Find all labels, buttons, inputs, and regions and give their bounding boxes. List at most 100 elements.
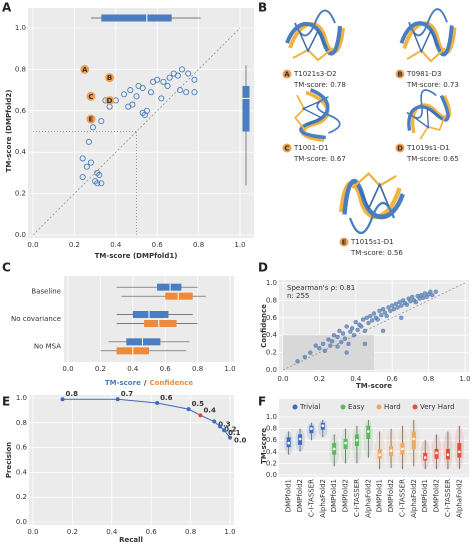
- diagonal: [32, 27, 241, 236]
- plot-background: [28, 8, 254, 238]
- point: [371, 311, 377, 316]
- point: [228, 435, 232, 440]
- box: [144, 320, 177, 327]
- panel-label: D: [258, 261, 268, 275]
- point-label: 0.3: [218, 421, 231, 429]
- x-tick-label: 0.0: [27, 528, 38, 536]
- y-tick-label: 1.0: [266, 279, 277, 287]
- category-label: Baseline: [31, 288, 61, 296]
- category-label: C-I-TASSER: [398, 479, 406, 517]
- point: [344, 350, 349, 355]
- point: [413, 299, 419, 305]
- point: [380, 328, 386, 334]
- y-tick-label: 1.0: [266, 413, 277, 421]
- point-label: 0.0: [234, 437, 247, 445]
- highlight-label: C: [88, 93, 93, 101]
- annotation: Spearman's ρ: 0.81: [287, 284, 355, 292]
- structure-score: TM-score: 0.56: [350, 249, 403, 257]
- structure-name: T1015s1-D1: [350, 238, 394, 246]
- point: [176, 87, 184, 94]
- box: [132, 311, 169, 318]
- x-tick-label: 0.4: [350, 375, 362, 383]
- legend-entry: Trivial: [299, 403, 320, 411]
- legend: TM-score / Confidence: [105, 379, 194, 387]
- structure-score: TM-score: 0.67: [293, 155, 346, 163]
- category-label: DMPfold2: [433, 479, 441, 512]
- highlight-point: [86, 91, 96, 101]
- point: [369, 318, 375, 323]
- y-tick-label: 1.0: [15, 24, 26, 32]
- structure-score: TM-score: 0.65: [406, 155, 459, 163]
- x-tick-label: 0.8: [185, 528, 196, 536]
- point: [393, 301, 399, 307]
- category-label: DMPfold2: [296, 479, 304, 512]
- point: [121, 91, 128, 98]
- x-axis-label: Recall: [119, 536, 143, 544]
- x-tick-label: 0.6: [160, 365, 172, 373]
- box-median: [377, 452, 382, 457]
- point: [308, 350, 313, 355]
- x-tick-label: 0.0: [27, 241, 38, 249]
- point: [313, 343, 318, 348]
- highlight-point: [80, 64, 90, 74]
- structure-letter: A: [284, 71, 290, 79]
- point: [410, 294, 415, 300]
- point: [366, 320, 371, 326]
- box-median: [309, 426, 314, 431]
- annotation: n: 255: [287, 292, 309, 300]
- point: [295, 359, 300, 364]
- y-axis-label: TM-score: [260, 428, 268, 464]
- box: [101, 14, 172, 22]
- y-tick-label: 0.8: [266, 425, 277, 433]
- category-label: AlphaFold2: [364, 479, 372, 518]
- x-axis-label: TM-score (DMPfold1): [95, 252, 178, 260]
- panel-label: A: [2, 1, 12, 15]
- box-median: [434, 451, 439, 455]
- point: [335, 344, 340, 349]
- legend-marker: [412, 404, 418, 410]
- point: [125, 103, 132, 110]
- point: [178, 66, 186, 73]
- diagonal: [282, 282, 466, 371]
- y-tick-label: 0.8: [15, 65, 26, 73]
- legend-entry: Confidence: [149, 379, 193, 387]
- point: [329, 339, 335, 344]
- box-median: [355, 438, 359, 443]
- point: [397, 299, 402, 305]
- category-label: DMPfold2: [342, 479, 350, 512]
- point: [428, 289, 433, 294]
- legend-separator: /: [144, 379, 147, 387]
- category-label: DMPfold1: [285, 479, 293, 512]
- x-tick-label: 0.6: [152, 241, 164, 249]
- structure-name: T0981-D3: [406, 70, 441, 78]
- point-label: 0.7: [121, 390, 134, 398]
- x-tick-label: 0.6: [146, 528, 158, 536]
- category-label: C-I-TASSER: [444, 479, 452, 517]
- structure-letter: D: [397, 145, 403, 153]
- point: [141, 111, 148, 118]
- point: [89, 124, 97, 131]
- x-tick-label: 1.0: [459, 375, 470, 383]
- x-tick-label: 0.2: [95, 365, 106, 373]
- box: [157, 283, 182, 291]
- point-label: 0.6: [160, 394, 173, 402]
- y-tick-label: 0.0: [266, 471, 277, 479]
- panel-label: C: [2, 261, 11, 275]
- x-tick-label: 0.2: [67, 528, 78, 536]
- legend-marker: [376, 404, 382, 410]
- point: [326, 337, 331, 342]
- point: [344, 324, 349, 329]
- point: [384, 313, 389, 319]
- structures: [285, 9, 460, 233]
- point: [331, 333, 337, 338]
- point: [115, 397, 120, 402]
- legend-entry: Easy: [348, 403, 365, 411]
- box-median: [286, 441, 291, 446]
- point: [360, 317, 366, 322]
- y-axis-label: TM-score (DMPfold2): [5, 90, 13, 173]
- box-median: [332, 446, 337, 451]
- structure-name: T1021s3-D2: [293, 70, 337, 78]
- point: [340, 331, 346, 336]
- y-tick-label: 0.2: [16, 493, 27, 501]
- point-label: 0.8: [66, 390, 79, 398]
